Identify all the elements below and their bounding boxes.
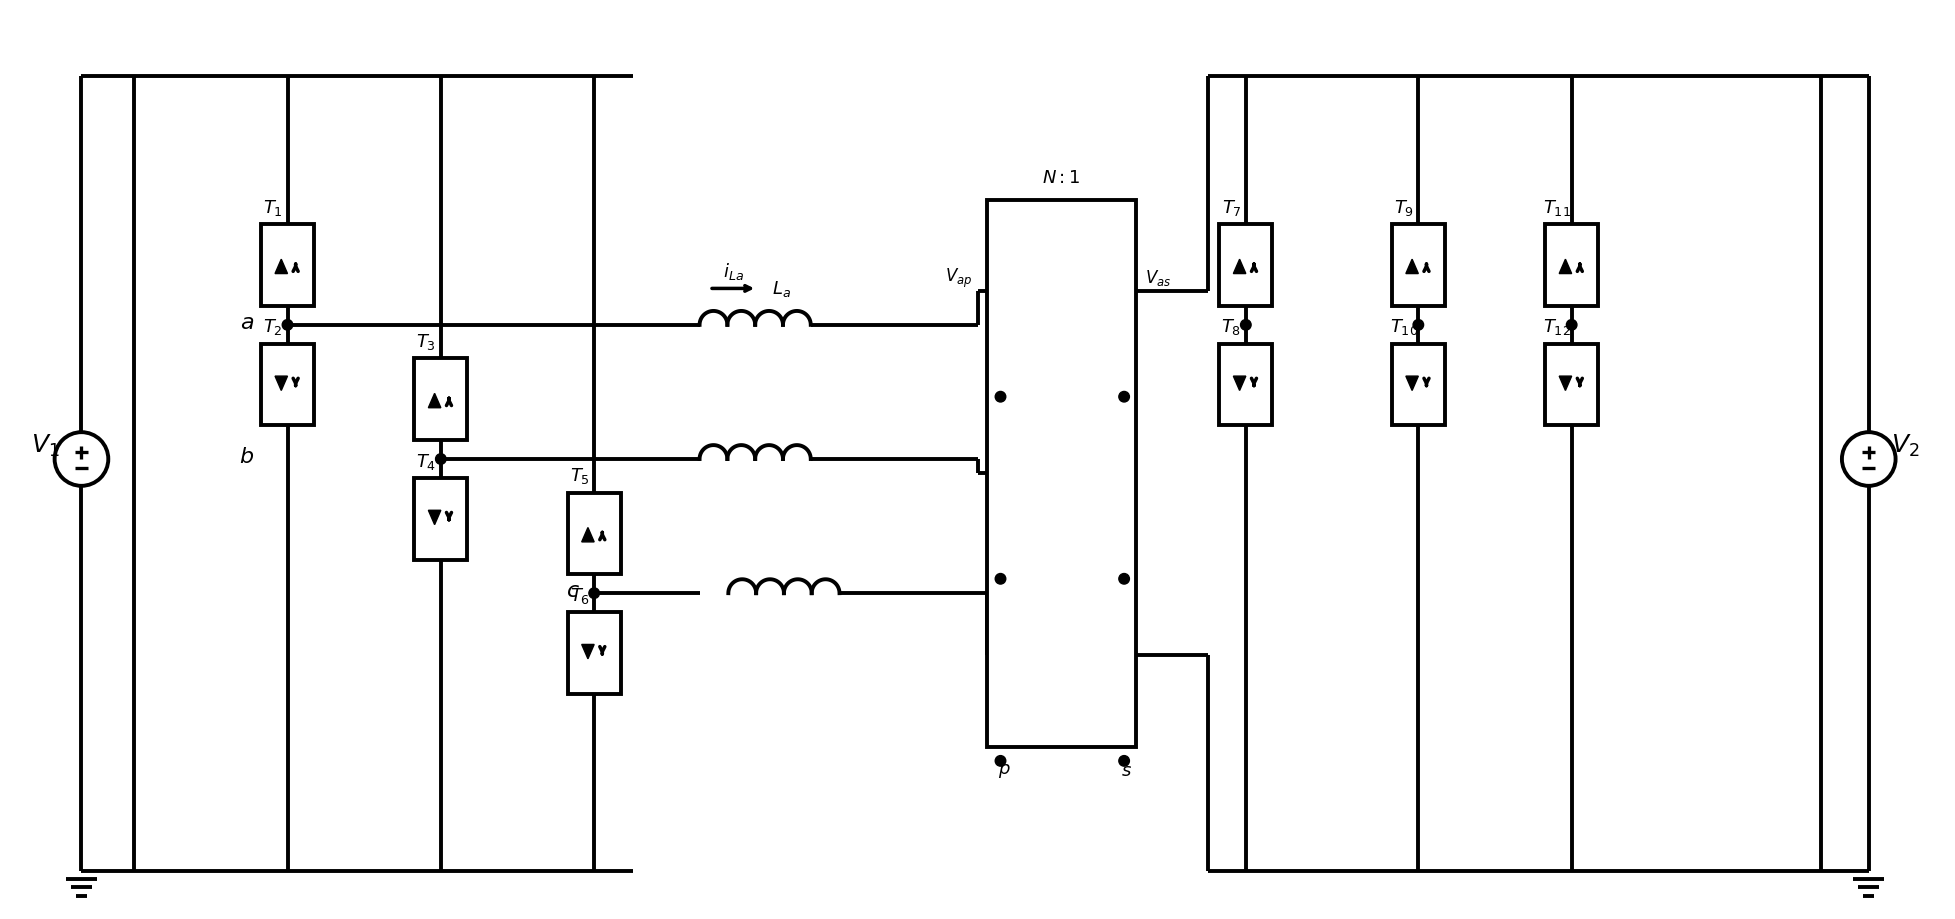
Text: $c$: $c$ bbox=[565, 581, 581, 601]
Circle shape bbox=[1118, 392, 1130, 403]
Text: $a$: $a$ bbox=[240, 312, 254, 333]
Text: $V_1$: $V_1$ bbox=[31, 432, 59, 459]
Polygon shape bbox=[1234, 377, 1245, 391]
Text: $V_{as}$: $V_{as}$ bbox=[1146, 267, 1171, 288]
Circle shape bbox=[588, 588, 600, 599]
Text: $T_{12}$: $T_{12}$ bbox=[1542, 317, 1572, 337]
Bar bbox=[1544, 345, 1597, 426]
Polygon shape bbox=[276, 260, 287, 274]
Text: $T_{11}$: $T_{11}$ bbox=[1542, 198, 1572, 217]
Circle shape bbox=[1413, 320, 1423, 331]
Bar bbox=[414, 359, 467, 440]
Circle shape bbox=[995, 392, 1005, 403]
Circle shape bbox=[436, 454, 446, 465]
Polygon shape bbox=[583, 645, 594, 659]
Circle shape bbox=[1566, 320, 1578, 331]
Bar bbox=[1544, 225, 1597, 306]
Polygon shape bbox=[1234, 260, 1245, 274]
Text: $V_{ap}$: $V_{ap}$ bbox=[946, 266, 974, 289]
Text: $s$: $s$ bbox=[1120, 761, 1132, 779]
Bar bbox=[262, 225, 315, 306]
Text: $T_{9}$: $T_{9}$ bbox=[1394, 198, 1413, 217]
Text: $p$: $p$ bbox=[997, 761, 1011, 779]
Text: $T_{8}$: $T_{8}$ bbox=[1222, 317, 1241, 337]
Circle shape bbox=[1118, 755, 1130, 766]
Bar bbox=[567, 613, 620, 694]
Text: $T_{1}$: $T_{1}$ bbox=[264, 198, 283, 217]
Bar bbox=[1392, 225, 1445, 306]
Circle shape bbox=[995, 573, 1005, 584]
Bar bbox=[262, 345, 315, 426]
Polygon shape bbox=[1406, 260, 1417, 274]
Polygon shape bbox=[1560, 260, 1572, 274]
Text: $T_{10}$: $T_{10}$ bbox=[1390, 317, 1417, 337]
Text: $T_{3}$: $T_{3}$ bbox=[416, 332, 436, 351]
Polygon shape bbox=[276, 377, 287, 391]
Text: $T_{5}$: $T_{5}$ bbox=[569, 465, 590, 485]
Text: $L_a$: $L_a$ bbox=[772, 278, 790, 299]
Polygon shape bbox=[428, 394, 440, 408]
Polygon shape bbox=[1560, 377, 1572, 391]
Text: $T_{2}$: $T_{2}$ bbox=[264, 317, 283, 337]
Polygon shape bbox=[583, 528, 594, 542]
Text: $T_{7}$: $T_{7}$ bbox=[1222, 198, 1241, 217]
Text: $i_{La}$: $i_{La}$ bbox=[723, 260, 743, 281]
Bar bbox=[1220, 345, 1273, 426]
Bar bbox=[987, 201, 1136, 746]
Circle shape bbox=[282, 320, 293, 331]
Text: $T_{4}$: $T_{4}$ bbox=[416, 451, 436, 471]
Bar bbox=[567, 493, 620, 574]
Polygon shape bbox=[428, 511, 440, 525]
Bar bbox=[414, 479, 467, 560]
Circle shape bbox=[1241, 320, 1251, 331]
Text: $b$: $b$ bbox=[239, 447, 254, 467]
Text: $V_2$: $V_2$ bbox=[1890, 432, 1920, 459]
Text: $T_{6}$: $T_{6}$ bbox=[569, 585, 590, 605]
Circle shape bbox=[1118, 573, 1130, 584]
Bar bbox=[1220, 225, 1273, 306]
Text: $N{:}1$: $N{:}1$ bbox=[1042, 169, 1081, 187]
Polygon shape bbox=[1406, 377, 1417, 391]
Bar bbox=[1392, 345, 1445, 426]
Circle shape bbox=[995, 755, 1005, 766]
